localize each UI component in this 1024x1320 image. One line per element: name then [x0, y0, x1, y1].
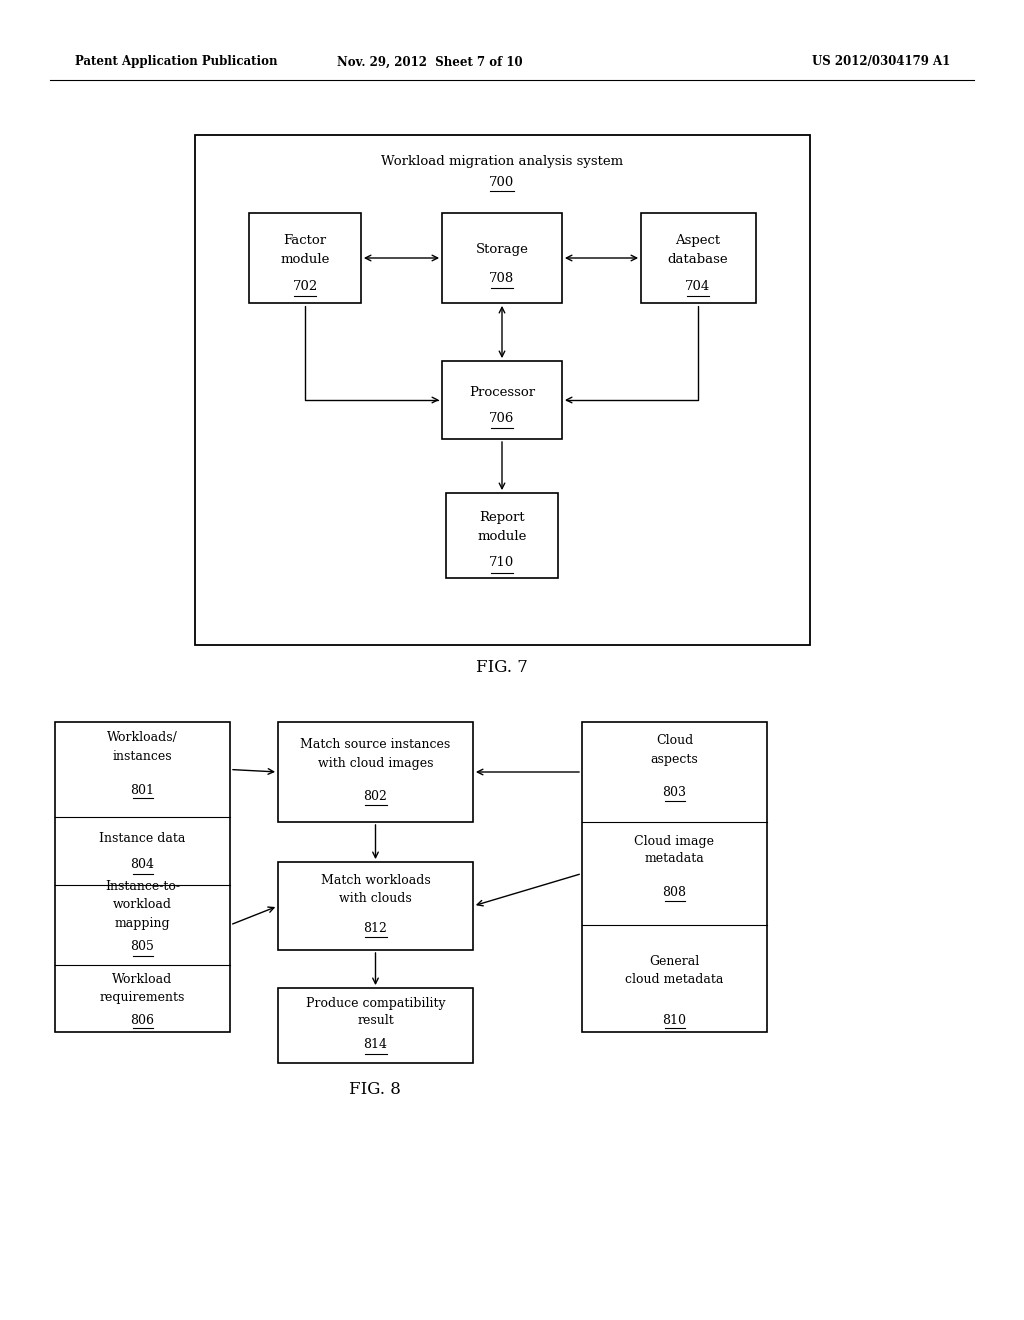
Text: Instance data: Instance data — [99, 833, 185, 846]
Text: Instance-to-
workload
mapping: Instance-to- workload mapping — [105, 880, 180, 929]
Text: 806: 806 — [130, 1014, 155, 1027]
Text: Produce compatibility
result: Produce compatibility result — [306, 997, 445, 1027]
Text: 706: 706 — [489, 412, 515, 425]
Bar — [446, 492, 558, 578]
Text: 702: 702 — [293, 280, 317, 293]
Text: FIG. 8: FIG. 8 — [349, 1081, 401, 1098]
Text: 805: 805 — [131, 940, 155, 953]
Text: 810: 810 — [663, 1014, 686, 1027]
Text: 808: 808 — [663, 886, 686, 899]
Text: Report
module: Report module — [477, 511, 526, 543]
Text: Cloud
aspects: Cloud aspects — [650, 734, 698, 766]
Bar — [55, 722, 230, 1032]
Text: Workload migration analysis system: Workload migration analysis system — [381, 156, 623, 169]
Text: Storage: Storage — [475, 243, 528, 256]
Bar — [641, 213, 756, 304]
Text: 812: 812 — [364, 921, 387, 935]
Text: FIG. 7: FIG. 7 — [476, 660, 528, 676]
Text: 710: 710 — [489, 557, 515, 569]
Text: 803: 803 — [663, 785, 686, 799]
Text: Cloud image
metadata: Cloud image metadata — [635, 834, 715, 866]
Text: 700: 700 — [489, 177, 515, 190]
Text: 704: 704 — [685, 280, 711, 293]
Text: 802: 802 — [364, 789, 387, 803]
Bar — [278, 862, 473, 950]
Text: Match source instances
with cloud images: Match source instances with cloud images — [300, 738, 451, 770]
Text: US 2012/0304179 A1: US 2012/0304179 A1 — [812, 55, 950, 69]
Bar — [442, 213, 562, 304]
Text: Factor
module: Factor module — [281, 234, 330, 267]
Text: General
cloud metadata: General cloud metadata — [626, 954, 724, 986]
Text: Match workloads
with clouds: Match workloads with clouds — [321, 874, 430, 906]
Text: 801: 801 — [130, 784, 155, 796]
Bar — [249, 213, 361, 304]
Text: 804: 804 — [130, 858, 155, 871]
Text: Nov. 29, 2012  Sheet 7 of 10: Nov. 29, 2012 Sheet 7 of 10 — [337, 55, 523, 69]
Text: Processor: Processor — [469, 385, 536, 399]
Text: Aspect
database: Aspect database — [668, 234, 728, 267]
Text: 814: 814 — [364, 1039, 387, 1052]
Bar — [278, 722, 473, 822]
Bar — [442, 360, 562, 440]
Text: Workloads/
instances: Workloads/ instances — [108, 731, 178, 763]
Bar — [278, 987, 473, 1063]
Text: Patent Application Publication: Patent Application Publication — [75, 55, 278, 69]
Bar — [582, 722, 767, 1032]
Text: 708: 708 — [489, 272, 515, 285]
Text: Workload
requirements: Workload requirements — [99, 973, 185, 1005]
Bar — [195, 135, 810, 645]
